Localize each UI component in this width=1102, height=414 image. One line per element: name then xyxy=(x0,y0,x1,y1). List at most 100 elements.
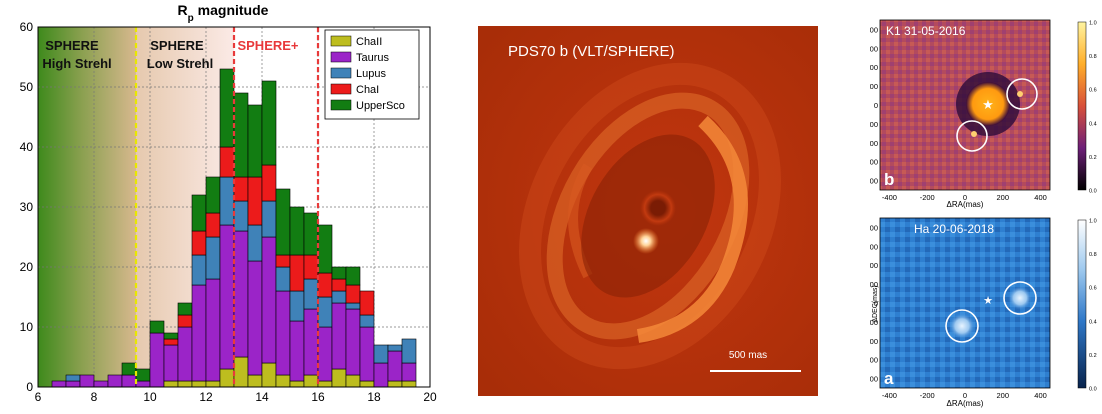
bar-uppersco xyxy=(177,302,193,316)
k1-x-tick: -200 xyxy=(920,193,935,202)
ha-colorbar xyxy=(1077,219,1087,389)
k1-colorbar-tick: 0.0 xyxy=(1089,189,1097,195)
planet-pds70b xyxy=(633,228,659,254)
bar-chai xyxy=(289,254,305,292)
k1-colorbar-tick: 0.6 xyxy=(1089,88,1097,94)
tick-labels: 6 8 10 12 14 16 18 20 0 10 20 30 40 50 60 xyxy=(20,20,437,404)
bar-taurus xyxy=(177,326,193,382)
k1-xlabel: ΔRA(mas) xyxy=(947,200,984,209)
bar-lupus xyxy=(261,200,277,238)
ha-y-tick: 100 xyxy=(870,280,878,289)
bar-uppersco xyxy=(191,194,207,232)
bar-uppersco xyxy=(303,212,319,256)
ha-companion-c xyxy=(949,313,975,339)
bar-lupus xyxy=(401,338,417,364)
bar-uppersco xyxy=(317,224,333,274)
bar-chaii xyxy=(205,380,221,388)
bar-chaii xyxy=(401,380,417,388)
x-tick-label: 20 xyxy=(423,390,437,404)
bar-lupus xyxy=(387,344,403,352)
bar-chaii xyxy=(261,362,277,388)
bar-lupus xyxy=(289,290,305,322)
bar-lupus xyxy=(65,374,81,382)
bar-chaii xyxy=(163,380,179,388)
bar-taurus xyxy=(289,320,305,382)
bar-lupus xyxy=(205,236,221,280)
legend-swatch-lupus xyxy=(330,67,352,79)
y-tick-label: 60 xyxy=(20,20,34,34)
bar-taurus xyxy=(149,332,165,388)
bar-uppersco xyxy=(149,320,165,334)
ha-image: ★ Ha 20-06-2018 a 4003002001000-100-200-… xyxy=(863,217,1097,408)
bar-lupus xyxy=(191,254,207,286)
bar-taurus xyxy=(303,308,319,376)
bar-uppersco xyxy=(345,266,361,286)
y-tick-label: 0 xyxy=(26,380,33,394)
bar-taurus xyxy=(317,326,333,382)
k1-companion-b xyxy=(1017,91,1023,97)
ha-image-panel: ★ Ha 20-06-2018 a 4003002001000-100-200-… xyxy=(863,212,1102,409)
y-tick-label: 50 xyxy=(20,80,34,94)
legend-label-lupus: Lupus xyxy=(356,68,386,80)
bar-lupus xyxy=(303,278,319,310)
ha-y-tick: 0 xyxy=(874,299,878,308)
x-tick-label: 10 xyxy=(143,390,157,404)
bar-taurus xyxy=(93,380,109,388)
ha-label: Ha 20-06-2018 xyxy=(914,222,994,236)
legend-label-uppersco: UpperSco xyxy=(356,100,405,112)
bar-lupus xyxy=(317,296,333,328)
ha-y-tick: -400 xyxy=(870,375,878,384)
ha-y-tick: 200 xyxy=(870,261,878,270)
bar-taurus xyxy=(331,302,347,370)
bar-uppersco xyxy=(163,332,179,340)
ha-y-tick: -300 xyxy=(870,356,878,365)
bar-chai xyxy=(191,230,207,256)
bar-uppersco xyxy=(233,92,249,178)
rp-magnitude-histogram: 6 8 10 12 14 16 18 20 0 10 20 30 40 50 60 Rp magnitude… xyxy=(0,0,440,409)
inner-disk xyxy=(640,190,676,226)
k1-x-tick: 400 xyxy=(1034,193,1047,202)
bar-chai xyxy=(303,254,319,280)
k1-circle-b xyxy=(1006,78,1038,110)
legend-label-chai: ChaI xyxy=(356,84,379,96)
legend-swatch-chaii xyxy=(330,35,352,47)
k1-colorbar-tick: 0.4 xyxy=(1089,121,1097,127)
bar-uppersco xyxy=(261,80,277,166)
bar-taurus xyxy=(261,236,277,364)
k1-y-tick-labels: 400 300 200 100 0 -100 -200 -300 -400 xyxy=(863,25,878,185)
disk-bright-arc xyxy=(636,115,748,343)
bar-taurus xyxy=(373,362,389,388)
x-tick-label: 6 xyxy=(35,390,42,404)
region-label-low-line2: Low Strehl xyxy=(147,56,213,71)
legend-label-taurus: Taurus xyxy=(356,52,390,64)
x-tick-label: 12 xyxy=(199,390,213,404)
region-label-high-line2: High Strehl xyxy=(42,56,111,71)
ha-x-tick: 200 xyxy=(997,391,1010,400)
pds70-image-panel: PDS70 b (VLT/SPHERE) 500 mas xyxy=(478,26,818,396)
bar-taurus xyxy=(275,290,291,376)
ha-corner-letter: a xyxy=(884,369,894,388)
k1-corner-letter: b xyxy=(884,170,894,189)
plot-frame xyxy=(37,26,431,388)
bar-taurus xyxy=(219,224,235,370)
ha-x-tick-labels: -400 -200 0 200 400 xyxy=(882,391,1047,400)
bar-uppersco xyxy=(219,68,235,148)
bar-lupus xyxy=(233,200,249,232)
ha-y-tick: 400 xyxy=(870,223,878,232)
x-tick-label: 18 xyxy=(367,390,381,404)
k1-y-tick: 200 xyxy=(870,63,878,72)
bars-layer xyxy=(51,68,417,388)
region-label-high-line1: SPHERE xyxy=(45,38,99,53)
ha-y-tick: -100 xyxy=(870,318,878,327)
y-tick-label: 30 xyxy=(20,200,34,214)
bar-chai xyxy=(247,176,263,226)
k1-y-tick: 300 xyxy=(870,44,878,53)
k1-colorbar-tick: 0.8 xyxy=(1089,54,1097,60)
k1-y-tick: 400 xyxy=(870,25,878,34)
bar-chai xyxy=(359,290,375,316)
ha-x-tick: -400 xyxy=(882,391,897,400)
ha-frame xyxy=(879,217,1051,389)
bar-chai xyxy=(233,176,249,202)
k1-label: K1 31-05-2016 xyxy=(886,24,966,38)
histogram-chart: 6 8 10 12 14 16 18 20 0 10 20 30 40 50 60 Rp magnitude… xyxy=(20,2,437,404)
